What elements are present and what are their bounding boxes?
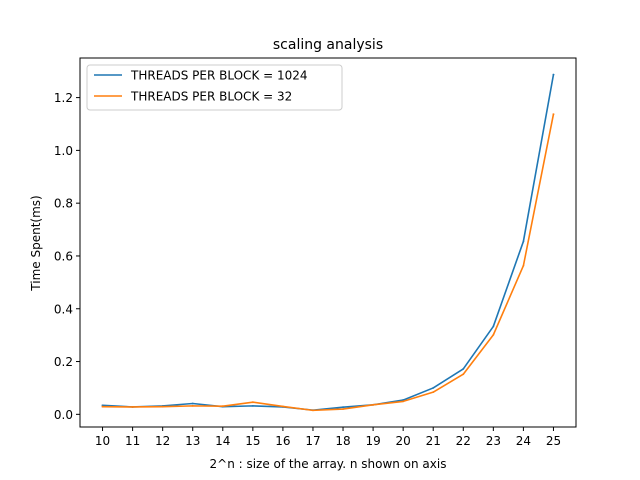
chart-title: scaling analysis xyxy=(273,37,383,53)
data-point xyxy=(312,409,314,412)
x-tick-label: 21 xyxy=(426,434,441,448)
x-tick-label: 12 xyxy=(155,434,170,448)
series-layer xyxy=(101,73,555,412)
x-tick-label: 20 xyxy=(396,434,411,448)
x-tick-label: 24 xyxy=(516,434,531,448)
x-tick-label: 10 xyxy=(95,434,110,448)
y-tick-label: 1.0 xyxy=(54,144,73,158)
x-tick-label: 18 xyxy=(335,434,350,448)
data-point xyxy=(191,402,194,405)
y-tick-label: 0.0 xyxy=(54,408,73,422)
x-tick-label: 19 xyxy=(365,434,380,448)
data-point xyxy=(101,404,104,407)
data-point xyxy=(251,404,254,407)
x-axis-label: 2^n : size of the array. n shown on axis xyxy=(210,457,447,471)
data-point xyxy=(552,113,555,116)
data-point xyxy=(191,404,194,407)
data-point xyxy=(492,325,495,328)
data-point xyxy=(462,373,465,376)
series-line-1 xyxy=(101,113,555,412)
x-tick-label: 16 xyxy=(275,434,290,448)
x-tick-label: 11 xyxy=(125,434,140,448)
x-tick-label: 17 xyxy=(305,434,320,448)
x-tick-label: 22 xyxy=(456,434,471,448)
data-point xyxy=(221,405,224,408)
y-axis-ticks: 0.0 0.2 0.4 0.6 0.8 1.0 1.2 xyxy=(54,91,80,422)
data-point xyxy=(251,401,254,404)
legend-label: THREADS PER BLOCK = 32 xyxy=(130,90,292,104)
plot-frame xyxy=(79,57,577,428)
data-point xyxy=(402,400,405,403)
legend-label: THREADS PER BLOCK = 1024 xyxy=(130,69,308,83)
data-point xyxy=(282,405,284,408)
legend-box xyxy=(86,64,343,111)
data-point xyxy=(342,406,344,409)
data-point xyxy=(101,405,104,408)
data-point xyxy=(131,406,134,408)
y-tick-label: 1.2 xyxy=(54,91,73,105)
y-tick-label: 0.4 xyxy=(54,302,73,316)
data-point xyxy=(522,264,525,267)
series-line-0 xyxy=(101,73,555,411)
y-tick-label: 0.8 xyxy=(54,197,73,211)
data-point xyxy=(432,387,435,389)
data-point xyxy=(462,368,465,370)
y-axis-label: Time Spent(ms) xyxy=(29,195,43,291)
data-point xyxy=(372,403,374,406)
data-point xyxy=(552,73,555,76)
x-tick-label: 15 xyxy=(245,434,260,448)
y-tick-label: 0.6 xyxy=(54,249,73,263)
data-point xyxy=(492,333,495,336)
data-point xyxy=(161,405,164,408)
x-tick-label: 25 xyxy=(546,434,561,448)
data-point xyxy=(432,391,435,394)
legend: THREADS PER BLOCK = 1024 THREADS PER BLOC… xyxy=(86,64,343,111)
x-tick-label: 23 xyxy=(486,434,501,448)
y-tick-label: 0.2 xyxy=(54,355,73,369)
x-axis-ticks: 10 11 12 13 14 15 16 17 18 19 20 21 22 23 24 25 xyxy=(95,427,561,448)
x-tick-label: 14 xyxy=(215,434,230,448)
data-point xyxy=(522,240,525,243)
data-point xyxy=(342,408,344,410)
x-tick-label: 13 xyxy=(185,434,200,448)
